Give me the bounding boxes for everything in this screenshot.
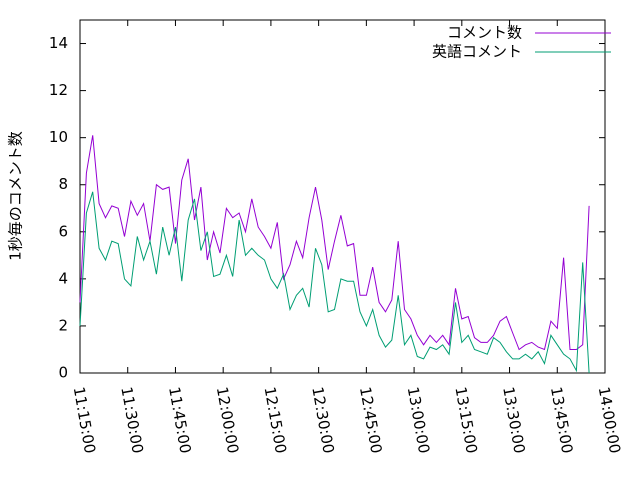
x-tick-label: 12:30:00 — [308, 385, 337, 454]
x-tick-label: 14:00:00 — [595, 385, 624, 454]
y-tick-label: 12 — [49, 81, 68, 99]
legend-label: コメント数 — [447, 24, 522, 42]
y-axis-label: 1秒毎のコメント数 — [7, 131, 25, 261]
x-tick-label: 13:30:00 — [499, 385, 528, 454]
y-tick-label: 6 — [58, 222, 68, 240]
x-tick-label: 13:45:00 — [547, 385, 576, 454]
x-tick-label: 13:15:00 — [451, 385, 480, 454]
x-tick-label: 13:00:00 — [404, 385, 433, 454]
x-tick-label: 11:30:00 — [117, 385, 146, 454]
y-tick-label: 14 — [49, 34, 68, 52]
y-tick-label: 8 — [58, 175, 68, 193]
y-tick-label: 0 — [58, 364, 68, 382]
plot-frame — [79, 19, 606, 374]
y-tick-label: 4 — [58, 269, 68, 287]
x-tick-label: 11:45:00 — [165, 385, 194, 454]
series-line — [79, 135, 590, 351]
x-tick-label: 12:00:00 — [213, 385, 242, 454]
x-tick-label: 11:15:00 — [70, 385, 99, 454]
y-tick-label: 2 — [58, 316, 68, 334]
y-tick-label: 10 — [49, 128, 68, 146]
legend-label: 英語コメント — [432, 43, 522, 61]
x-tick-label: 12:15:00 — [261, 385, 290, 454]
x-tick-label: 12:45:00 — [356, 385, 385, 454]
series-line — [79, 191, 590, 374]
